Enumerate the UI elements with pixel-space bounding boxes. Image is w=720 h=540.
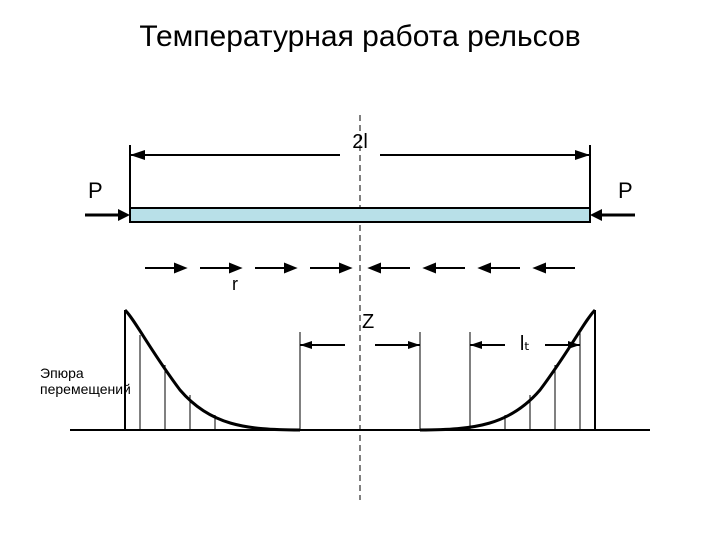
label-r: r <box>232 274 238 294</box>
label-P-right: P <box>618 178 633 203</box>
dimension-lt: lₜ <box>470 332 580 430</box>
caption-line1: Эпюра <box>40 365 84 381</box>
curve-left <box>125 310 300 430</box>
label-P-left: P <box>88 178 103 203</box>
label-lt: lₜ <box>520 333 530 355</box>
rail-bar <box>130 208 590 222</box>
label-Z: Z <box>362 311 374 333</box>
force-arrow-left <box>85 209 130 221</box>
force-arrow-right <box>590 209 635 221</box>
caption-line2: перемещений <box>40 381 131 397</box>
curve-right <box>420 310 595 430</box>
label-2l: 2l <box>352 131 368 153</box>
diagram-svg: 2l P P r Z <box>0 0 720 540</box>
